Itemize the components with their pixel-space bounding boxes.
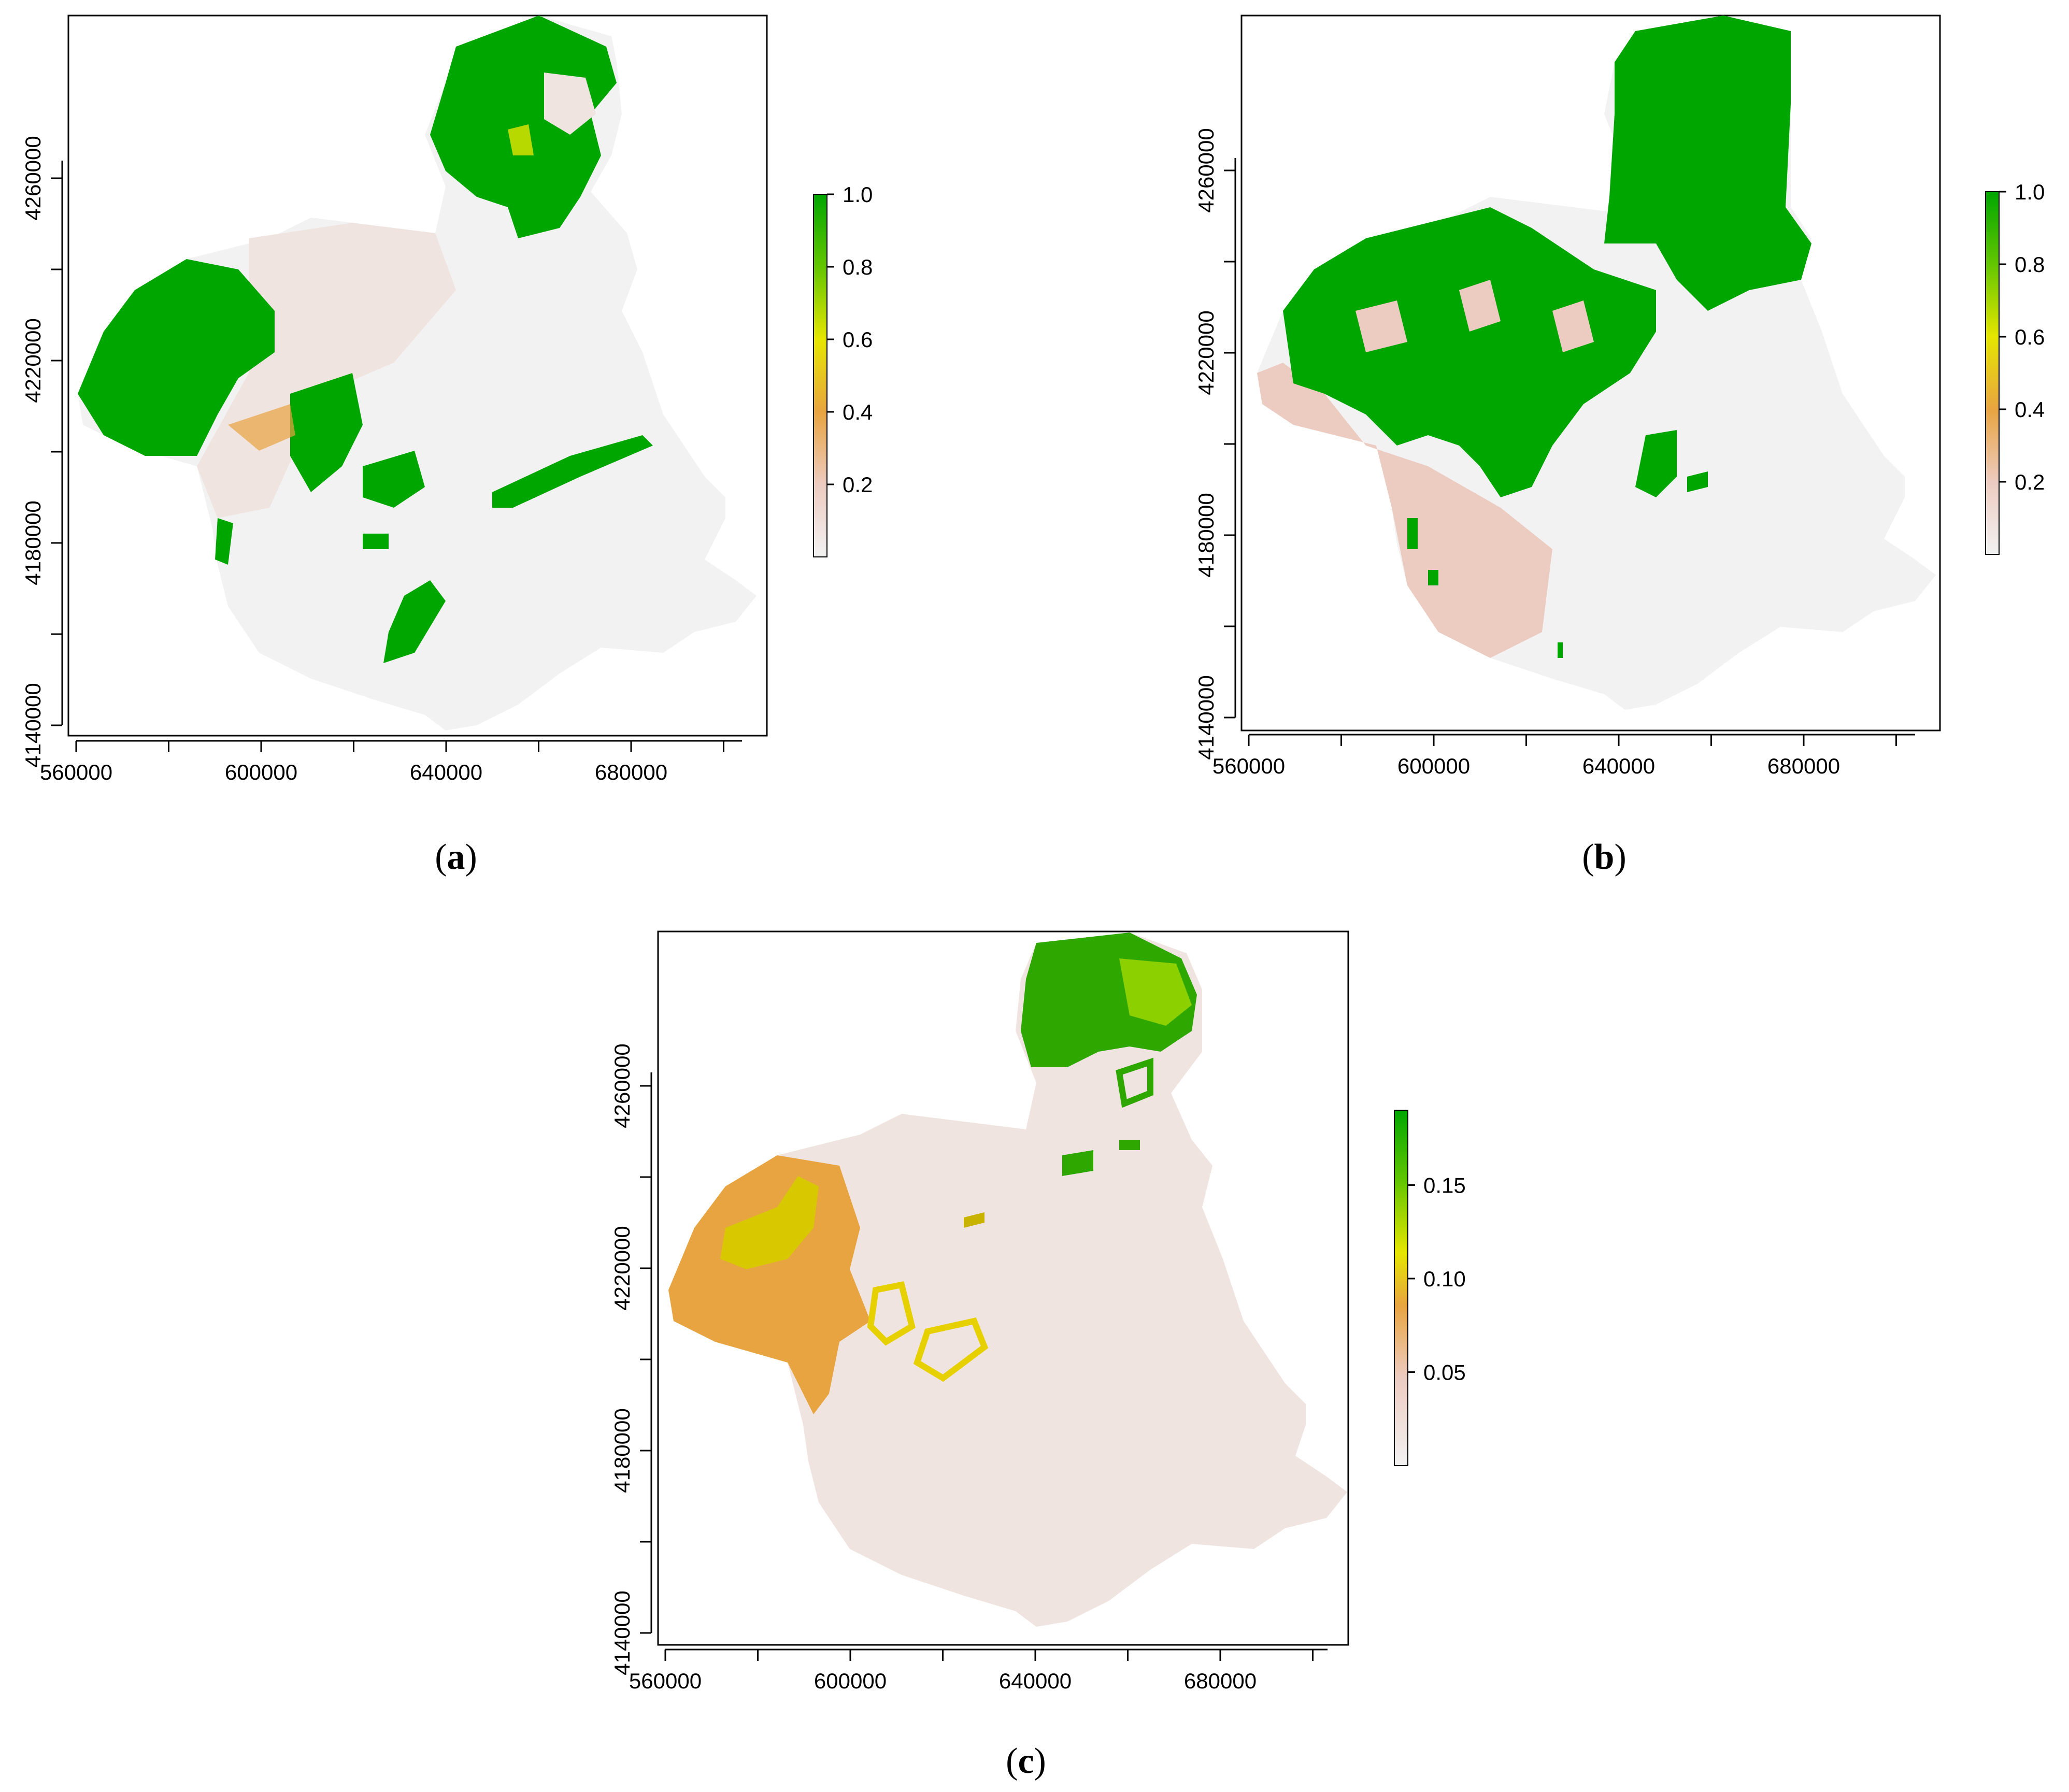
region-outline [668, 933, 1347, 1627]
legend-c: 0.15 0.10 0.05 [1394, 1110, 1466, 1466]
map-panel-b: 560000 600000 640000 680000 4140000 4180000 4… [1034, 0, 2069, 896]
y-axis: 4140000 4180000 4220000 4260000 [21, 136, 63, 768]
x-axis: 560000 600000 640000 680000 [629, 1648, 1328, 1693]
caption-a: (a) [435, 837, 477, 877]
caption-c: (c) [1006, 1741, 1046, 1781]
legend-tick-label: 1.0 [2015, 180, 2045, 204]
legend-a: 1.0 0.8 0.6 0.4 0.2 [813, 182, 873, 557]
map-panel-a-svg: 560000 600000 640000 680000 414000041800004… [21, 15, 873, 784]
legend-tick-label: 0.2 [2015, 470, 2045, 494]
map-panel-c: 560000 600000 640000 680000 4140000 4180000 4… [570, 896, 1554, 1792]
y-tick-label: 4260000 [1194, 128, 1218, 213]
plot-frame [657, 930, 1349, 1646]
legend-tick-label: 0.6 [843, 327, 873, 352]
orange-fringe [228, 404, 295, 451]
green-patch-east-1 [1062, 1150, 1093, 1176]
y-tick-label: 4260000 [610, 1043, 634, 1128]
region-map-a [78, 16, 757, 730]
yellow-band-west [720, 1176, 819, 1269]
y-tick-label: 4180000 [1194, 493, 1218, 578]
x-tick-label: 680000 [595, 760, 667, 784]
caption-b: (b) [1582, 837, 1626, 877]
legend-tick-label: 0.2 [843, 472, 873, 497]
x-tick-label: 560000 [1212, 754, 1285, 778]
region-map-c [668, 933, 1347, 1627]
green-patch-east-streak [492, 435, 653, 508]
x-tick-label: 560000 [629, 1669, 702, 1693]
green-patch-east-2 [1119, 1140, 1140, 1150]
y-tick-label: 4140000 [1194, 675, 1218, 760]
green-patch-south-2 [383, 580, 446, 663]
y-tick-label: 4140000 [610, 1590, 634, 1675]
light-green-north [1119, 958, 1192, 1026]
legend-tick-label: 0.8 [843, 255, 873, 279]
region-outline [78, 16, 757, 730]
legend-tick-label: 0.15 [1423, 1173, 1466, 1197]
map-panel-c-svg: 560000 600000 640000 680000 414000041800004… [610, 930, 1466, 1693]
green-patch-small-center [363, 534, 389, 549]
x-tick-label: 640000 [999, 1669, 1072, 1693]
yellow-fringe [508, 124, 534, 155]
green-block-west [1283, 207, 1656, 497]
legend-tick-label: 0.10 [1423, 1267, 1466, 1291]
y-tick-label: 4220000 [1194, 310, 1218, 395]
x-tick-label: 640000 [1582, 754, 1655, 778]
y-tick-label: 4220000 [21, 318, 45, 403]
green-block-north [1604, 16, 1811, 311]
legend-tick-label: 1.0 [843, 182, 873, 207]
plot-frame [1240, 15, 1941, 732]
y-tick-label: 4220000 [610, 1226, 634, 1311]
x-axis: 560000 600000 640000 680000 [40, 740, 742, 784]
y-axis: 4140000 4180000 4220000 4260000 [1194, 128, 1236, 760]
x-tick-label: 680000 [1767, 754, 1840, 778]
legend-tick-label: 0.4 [843, 400, 873, 424]
yellow-ring-center-2 [913, 1317, 989, 1382]
green-patch-central-east [363, 451, 425, 508]
legend-tick-label: 0.6 [2015, 325, 2045, 349]
map-panel-b-svg: 560000 600000 640000 680000 414000041800004… [1194, 15, 2045, 778]
white-gap-north [544, 73, 596, 135]
green-patch-south-1 [215, 518, 233, 565]
y-tick-label: 4140000 [21, 683, 45, 768]
legend-tick-label: 0.4 [2015, 397, 2045, 422]
yellow-ring-center-1 [867, 1281, 916, 1346]
x-tick-label: 600000 [1397, 754, 1470, 778]
map-panel-a: 560000 600000 640000 680000 4140000 4180000 4… [0, 0, 1034, 896]
y-tick-label: 4180000 [21, 500, 45, 585]
green-ring-north [1116, 1057, 1153, 1108]
tan-area-west [668, 1155, 871, 1414]
gaps-west-block [1355, 280, 1594, 352]
y-axis: 4140000 4180000 4220000 4260000 [610, 1043, 652, 1675]
x-tick-label: 600000 [814, 1669, 887, 1693]
legend-tick-label: 0.05 [1423, 1360, 1466, 1384]
legend-tick-label: 0.8 [2015, 252, 2045, 277]
y-tick-label: 4260000 [21, 136, 45, 221]
x-tick-label: 600000 [225, 760, 297, 784]
small-mark-center [964, 1212, 984, 1228]
x-tick-label: 640000 [410, 760, 482, 784]
x-axis: 560000 600000 640000 680000 [1212, 734, 1915, 778]
green-patch-northwest [78, 259, 275, 456]
x-tick-label: 560000 [40, 760, 112, 784]
green-patch-center [290, 373, 363, 492]
legend-b: 1.0 0.8 0.6 0.4 0.2 [1985, 180, 2045, 555]
green-patch-east-small [1687, 471, 1708, 492]
plot-frame [67, 15, 768, 737]
y-tick-label: 4180000 [610, 1408, 634, 1493]
region-map-b [1257, 16, 1936, 710]
pink-area-southwest [1257, 363, 1552, 658]
green-patch-central [1635, 430, 1677, 497]
x-tick-label: 680000 [1184, 1669, 1257, 1693]
